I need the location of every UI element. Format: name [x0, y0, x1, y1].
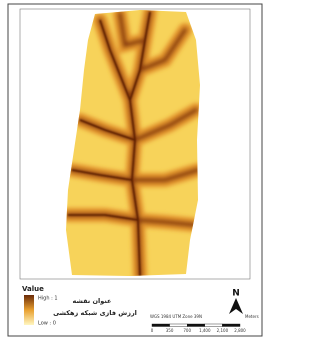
- map-title: عنوان نقشه: [73, 297, 112, 305]
- scale-segment: [170, 324, 188, 327]
- north-label: N: [232, 289, 240, 299]
- scale-segment: [187, 324, 205, 327]
- scale-segment: [152, 324, 170, 327]
- projection: WGS 1984 UTM Zone 39N: [150, 314, 202, 319]
- scale-segment: [205, 324, 223, 327]
- legend-high: High : 1: [38, 296, 58, 302]
- scale-label: 0: [151, 328, 154, 333]
- scale-segment: [222, 324, 240, 327]
- legend-low: Low : 0: [38, 321, 56, 327]
- scale-label: 1,400: [199, 328, 211, 333]
- legend-title: Value: [22, 285, 44, 293]
- map-figure: Value High : 1 Low : 0 عنوان نقشه ارزش ف…: [0, 0, 270, 340]
- scale-label: 2,100: [217, 328, 229, 333]
- scale-unit: Meters: [245, 314, 259, 319]
- legend-ramp: [24, 295, 34, 325]
- map-subtitle: ارزش فازی شبکه زهکشی: [53, 309, 137, 317]
- scale-label: 700: [183, 328, 191, 333]
- scale-label: 350: [166, 328, 174, 333]
- scale-label: 2,800: [234, 328, 246, 333]
